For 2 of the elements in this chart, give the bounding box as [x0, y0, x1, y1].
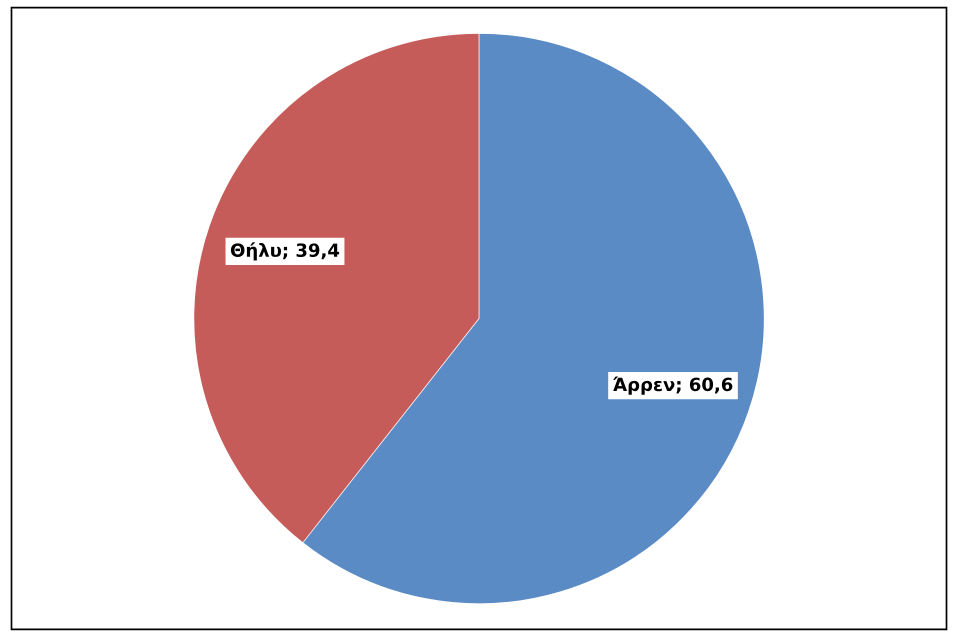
slice-label: Θήλυ; 39,4	[230, 242, 340, 260]
slice-label: Άρρεν; 60,6	[613, 376, 732, 395]
